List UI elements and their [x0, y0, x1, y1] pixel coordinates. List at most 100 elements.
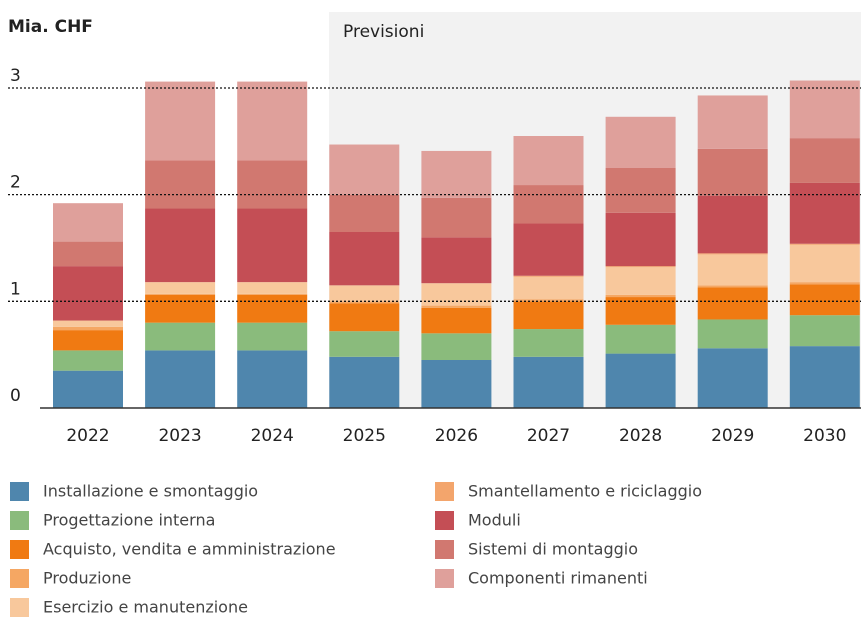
bar-segment — [605, 353, 676, 408]
bar-segment — [329, 356, 400, 408]
bar-segment — [513, 301, 584, 330]
bar-segment — [789, 282, 860, 285]
bar-segment — [697, 285, 768, 288]
legend-swatch — [435, 569, 454, 588]
bar-segment — [605, 212, 676, 267]
legend-label: Installazione e smontaggio — [43, 482, 258, 501]
bar-segment — [605, 294, 676, 298]
bar-segment — [697, 287, 768, 320]
bar-segment — [513, 329, 584, 357]
legend-swatch — [10, 540, 29, 559]
bar-segment — [237, 208, 308, 283]
bar-segment — [789, 182, 860, 244]
forecast-region — [329, 12, 861, 408]
bar-segment — [513, 356, 584, 408]
bar-segment — [53, 266, 123, 321]
bar-segment — [237, 350, 308, 408]
bar-segment — [145, 208, 216, 283]
bar-segment — [697, 195, 768, 254]
bar-segment — [697, 253, 768, 255]
x-tick-label: 2023 — [158, 426, 201, 446]
bar-segment — [789, 284, 860, 316]
legend-label: Sistemi di montaggio — [468, 540, 638, 559]
bar-segment — [605, 267, 676, 295]
bar-segment — [789, 243, 860, 245]
bar-segment — [237, 293, 308, 295]
bar-segment — [145, 322, 216, 351]
legend-label: Acquisto, vendita e amministrazione — [43, 540, 336, 559]
bar-segment — [697, 254, 768, 286]
bar-segment — [789, 315, 860, 347]
legend-label: Smantellamento e riciclaggio — [468, 482, 702, 501]
legend-swatch — [435, 482, 454, 501]
bar-segment — [329, 331, 400, 357]
legend-label: Produzione — [43, 569, 131, 588]
bar-segment — [513, 185, 584, 224]
legend-swatch — [10, 482, 29, 501]
x-tick-label: 2027 — [527, 426, 570, 446]
x-tick-label: 2026 — [435, 426, 478, 446]
forecast-label: Previsioni — [343, 22, 424, 42]
bar-segment — [421, 237, 492, 284]
bar-segment — [237, 282, 308, 294]
bar-segment — [329, 303, 400, 332]
bar-segment — [605, 324, 676, 354]
x-tick-label: 2030 — [803, 426, 846, 446]
bar-segment — [605, 167, 676, 213]
bar-segment — [145, 350, 216, 408]
bar-segment — [329, 144, 400, 195]
bar-segment — [513, 299, 584, 302]
bar-segment — [53, 320, 123, 327]
bar-segment — [145, 81, 216, 161]
bar-segment — [697, 319, 768, 349]
bar-segment — [697, 348, 768, 408]
legend-swatch — [10, 598, 29, 617]
y-tick-label: 3 — [10, 66, 21, 86]
bar-segment — [789, 244, 860, 283]
bar-segment — [53, 203, 123, 242]
x-tick-label: 2028 — [619, 426, 662, 446]
legend-swatch — [435, 511, 454, 530]
bar-segment — [421, 283, 492, 306]
bar-segment — [329, 285, 400, 302]
bar-segment — [329, 301, 400, 304]
bar-segment — [789, 138, 860, 183]
bar-segment — [421, 307, 492, 334]
axis-unit: Mia. CHF — [8, 17, 93, 37]
bar-segment — [145, 294, 216, 323]
bar-segment — [697, 95, 768, 149]
legend-label: Progettazione interna — [43, 511, 215, 530]
bar-segment — [329, 194, 400, 232]
y-tick-label: 0 — [10, 386, 21, 406]
legend-swatch — [10, 569, 29, 588]
bar-segment — [513, 135, 584, 186]
bar-segment — [789, 80, 860, 139]
y-tick-label: 1 — [10, 279, 21, 299]
bar-segment — [145, 293, 216, 295]
bar-segment — [329, 231, 400, 286]
x-tick-label: 2022 — [66, 426, 109, 446]
bar-segment — [53, 370, 123, 408]
x-tick-label: 2029 — [711, 426, 754, 446]
legend-label: Componenti rimanenti — [468, 569, 648, 588]
bar-segment — [421, 150, 492, 198]
bar-segment — [697, 148, 768, 196]
bar-segment — [53, 330, 123, 351]
bar-segment — [789, 346, 860, 408]
bar-segment — [145, 282, 216, 294]
bar-segment — [421, 197, 492, 238]
bar-segment — [53, 326, 123, 331]
bar-segment — [145, 160, 216, 209]
legend-swatch — [435, 540, 454, 559]
bar-segment — [605, 266, 676, 268]
bar-segment — [421, 359, 492, 408]
bar-segment — [237, 81, 308, 161]
x-tick-label: 2025 — [343, 426, 386, 446]
bar-segment — [237, 322, 308, 351]
x-tick-label: 2024 — [251, 426, 294, 446]
legend-label: Esercizio e manutenzione — [43, 598, 248, 617]
bar-segment — [605, 116, 676, 168]
bar-segment — [513, 275, 584, 277]
bar-segment — [237, 294, 308, 323]
